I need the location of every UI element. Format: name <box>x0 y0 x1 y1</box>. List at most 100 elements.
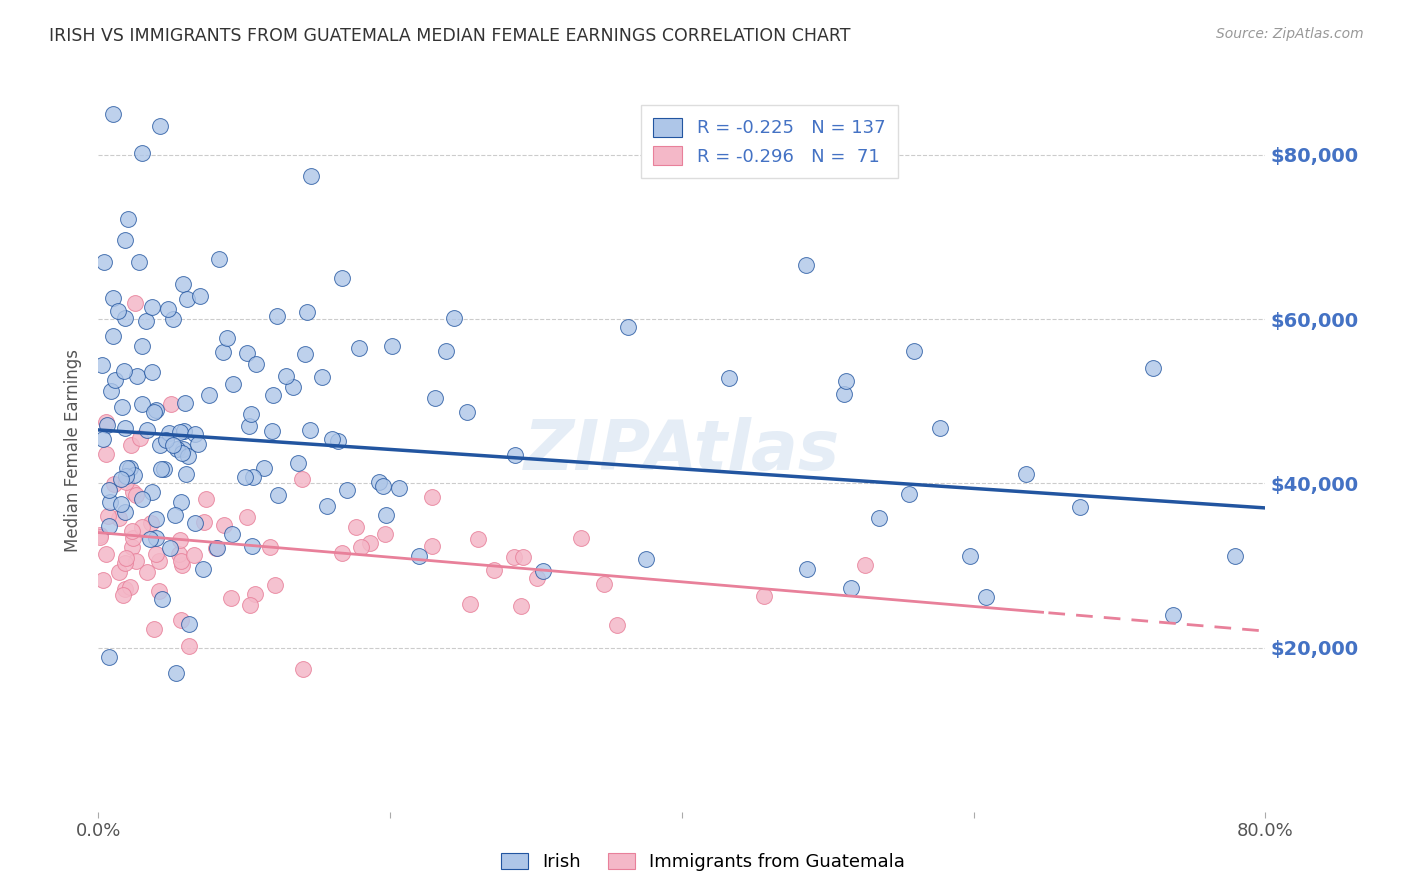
Point <box>194 491 217 506</box>
Point <box>368 475 391 489</box>
Point <box>388 482 411 496</box>
Point <box>183 548 205 562</box>
Point <box>114 556 136 570</box>
Point <box>443 311 465 326</box>
Point <box>240 539 263 553</box>
Point <box>420 539 443 553</box>
Point <box>381 339 404 353</box>
Point <box>503 448 526 462</box>
Point <box>281 380 304 394</box>
Point <box>330 546 353 560</box>
Point <box>217 331 239 345</box>
Point <box>136 565 159 579</box>
Point <box>121 540 143 554</box>
Point <box>839 582 862 596</box>
Point <box>91 432 114 446</box>
Point <box>903 343 925 358</box>
Point <box>330 271 353 285</box>
Point <box>238 418 260 433</box>
Point <box>290 473 312 487</box>
Point <box>287 456 309 470</box>
Point <box>267 488 290 502</box>
Y-axis label: Median Female Earnings: Median Female Earnings <box>65 349 83 552</box>
Point <box>170 446 193 460</box>
Point <box>143 405 166 419</box>
Point <box>124 295 146 310</box>
Point <box>219 591 242 606</box>
Point <box>1223 549 1246 563</box>
Point <box>135 314 157 328</box>
Point <box>184 427 207 442</box>
Point <box>606 617 628 632</box>
Point <box>174 395 197 409</box>
Point <box>173 424 195 438</box>
Point <box>291 662 314 676</box>
Point <box>347 341 370 355</box>
Point <box>214 517 236 532</box>
Point <box>359 535 381 549</box>
Point <box>114 311 136 326</box>
Point <box>122 484 145 499</box>
Point <box>145 531 167 545</box>
Point <box>148 554 170 568</box>
Point <box>835 374 858 388</box>
Point <box>104 373 127 387</box>
Point <box>264 578 287 592</box>
Point <box>141 485 163 500</box>
Point <box>179 640 201 654</box>
Point <box>110 400 132 414</box>
Point <box>190 289 212 303</box>
Point <box>107 304 129 318</box>
Point <box>222 377 245 392</box>
Point <box>236 346 259 360</box>
Point <box>976 590 998 604</box>
Point <box>114 233 136 247</box>
Point <box>115 460 138 475</box>
Point <box>326 434 349 449</box>
Point <box>718 370 741 384</box>
Point <box>208 252 231 266</box>
Point <box>131 520 153 534</box>
Point <box>122 468 145 483</box>
Point <box>408 549 430 564</box>
Point <box>149 119 172 133</box>
Point <box>1142 360 1164 375</box>
Point <box>191 562 214 576</box>
Point <box>108 511 131 525</box>
Point <box>115 551 138 566</box>
Point <box>423 391 446 405</box>
Point <box>167 547 190 561</box>
Point <box>260 424 283 438</box>
Point <box>344 519 367 533</box>
Point <box>482 563 505 577</box>
Point <box>141 301 163 315</box>
Point <box>148 583 170 598</box>
Point <box>207 541 229 555</box>
Point <box>456 404 478 418</box>
Point <box>94 547 117 561</box>
Point <box>170 613 193 627</box>
Point <box>259 540 281 554</box>
Point <box>165 508 187 523</box>
Point <box>162 312 184 326</box>
Point <box>100 384 122 398</box>
Point <box>533 564 555 578</box>
Point <box>510 599 533 613</box>
Point <box>128 254 150 268</box>
Point <box>97 518 120 533</box>
Point <box>110 497 132 511</box>
Point <box>897 487 920 501</box>
Point <box>141 366 163 380</box>
Point <box>371 479 394 493</box>
Point <box>136 423 159 437</box>
Point <box>336 483 359 498</box>
Point <box>242 470 264 484</box>
Point <box>125 368 148 383</box>
Point <box>145 512 167 526</box>
Point <box>159 396 181 410</box>
Point <box>101 107 124 121</box>
Legend: R = -0.225   N = 137, R = -0.296   N =  71: R = -0.225 N = 137, R = -0.296 N = 71 <box>641 105 898 178</box>
Point <box>211 344 233 359</box>
Point <box>169 425 191 439</box>
Point <box>179 617 201 632</box>
